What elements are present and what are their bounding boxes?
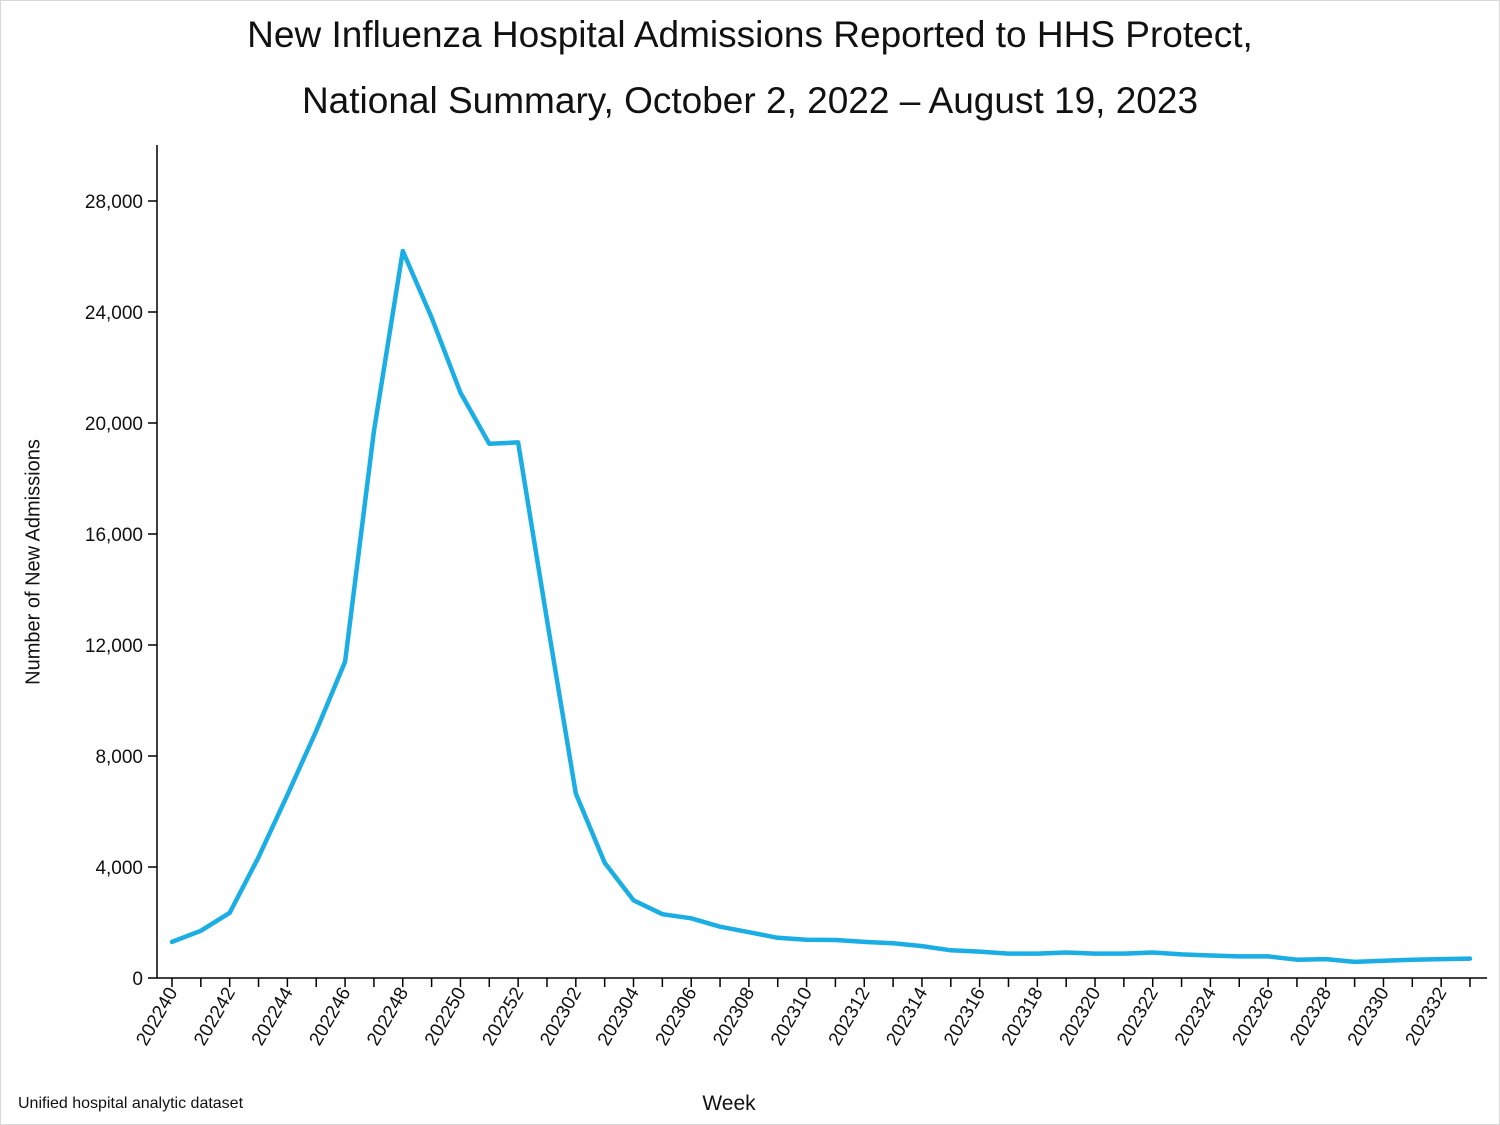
series-group: [169, 248, 1473, 965]
x-tick-label: 202308: [709, 984, 759, 1049]
x-tick-label: 202246: [306, 984, 356, 1049]
x-tick-label: 202242: [190, 984, 240, 1049]
y-tick-label: 28,000: [85, 192, 143, 213]
x-tick-label: 202240: [132, 984, 182, 1049]
chart-title-line1: New Influenza Hospital Admissions Report…: [247, 14, 1253, 55]
x-axis-label: Week: [702, 1092, 756, 1115]
x-tick-label: 202304: [594, 984, 644, 1050]
x-tick-label: 202252: [479, 984, 529, 1049]
x-tick-label: 202322: [1113, 984, 1163, 1049]
x-tick-label: 202244: [248, 984, 298, 1050]
chart-title-line2: National Summary, October 2, 2022 – Augu…: [301, 80, 1199, 121]
x-tick-label: 202306: [652, 984, 702, 1049]
x-tick-label: 202250: [421, 984, 471, 1049]
x-tick-label: 202248: [363, 984, 413, 1049]
x-tick-label: 202330: [1344, 984, 1394, 1049]
x-tick-label: 202318: [998, 984, 1048, 1049]
y-tick-label: 4,000: [95, 858, 143, 879]
x-axis: 202240 202242 202244 202246 202248 202250 2022…: [132, 977, 1487, 1050]
series-line: [169, 248, 1473, 965]
source-note: Unified hospital analytic dataset: [18, 1095, 244, 1112]
y-tick-label: 24,000: [85, 303, 143, 324]
y-tick-label: 0: [132, 969, 143, 990]
x-tick-label: 202320: [1055, 984, 1105, 1049]
x-tick-label: 202310: [767, 984, 817, 1049]
x-tick-label: 202332: [1402, 984, 1452, 1049]
y-tick-label: 16,000: [85, 525, 143, 546]
y-tick-label: 8,000: [95, 747, 143, 768]
x-tick-label: 202326: [1229, 984, 1279, 1049]
y-tick-label: 12,000: [85, 636, 143, 657]
x-tick-label: 202316: [940, 984, 990, 1049]
y-axis: 0 4,000 8,000 12,000 16,000 20,000 24,000 28,00…: [85, 145, 158, 990]
x-tick-label: 202314: [882, 984, 932, 1050]
x-tick-label: 202302: [536, 984, 586, 1049]
y-tick-label: 20,000: [85, 414, 143, 435]
x-tick-label: 202328: [1286, 984, 1336, 1049]
x-tick-label: 202324: [1171, 984, 1221, 1050]
y-axis-label: Number of New Admissions: [22, 439, 45, 685]
x-tick-label: 202312: [825, 984, 875, 1049]
